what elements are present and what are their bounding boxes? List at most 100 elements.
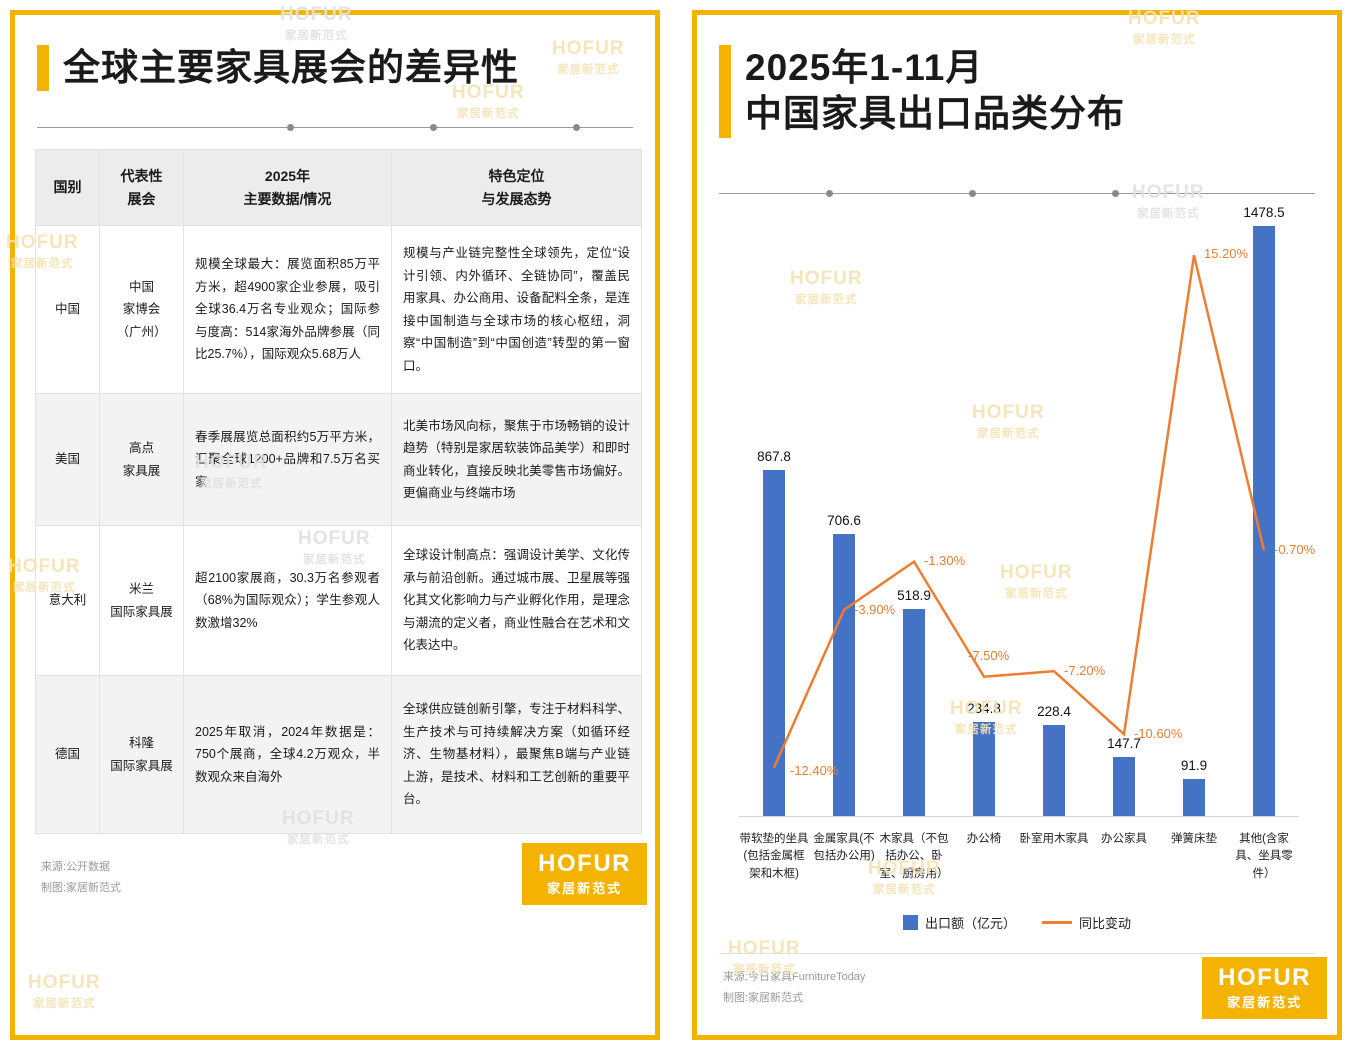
pct-change-label: -7.20% (1064, 662, 1106, 678)
pct-change-label: -1.30% (924, 553, 966, 569)
divider-dot (287, 124, 295, 131)
cell-data: 规模全球最大：展览面积85万平方米，超4900家企业参展，吸引全球36.4万名专… (183, 225, 392, 394)
cell-expo: 科隆 国际家具展 (99, 675, 184, 834)
legend-item-bar: 出口额（亿元） (902, 913, 1016, 932)
bar-value-label: 867.8 (757, 448, 791, 464)
bar-1 (833, 534, 855, 816)
left-title-text: 全球主要家具展会的差异性 (63, 47, 519, 88)
pct-change-label: -0.70% (1274, 542, 1316, 558)
page-title-left: 全球主要家具展会的差异性 (63, 45, 519, 91)
cell-country: 中国 (35, 225, 100, 394)
source-block: 来源:公开数据 制图:家居新范式 (41, 857, 121, 899)
logo-brand-text: HOFUR (1218, 964, 1311, 991)
table-header-row: 国别 代表性 展会 2025年 主要数据/情况 特色定位 与发展态势 (35, 149, 642, 226)
header-data: 2025年 主要数据/情况 (183, 149, 392, 226)
cell-expo: 米兰 国际家具展 (99, 525, 184, 676)
bar-4 (1043, 724, 1065, 816)
divider-dot (826, 190, 834, 197)
table-row: 中国 中国 家博会 （广州） 规模全球最大：展览面积85万平方米，超4900家企… (35, 225, 642, 394)
cell-country: 意大利 (35, 525, 100, 676)
cell-data: 超2100家展商，30.3万名参观者（68%为国际观众）；学生参观人数激增32% (183, 525, 392, 676)
header-country: 国别 (35, 149, 100, 226)
footer-separator (719, 953, 1315, 954)
chart-title-line2: 中国家具出口品类分布 (745, 93, 1125, 135)
cell-position: 全球供应链创新引擎，专注于材料科学、生产技术与可持续解决方案（如循环经济、生物基… (391, 675, 642, 834)
chart-x-axis: 带软垫的坐具(包括金属框架和木框) 金属家具(不包括办公用) 木家具（不包括办公、卧… (739, 823, 1299, 909)
source-block: 来源:今日家具FurnitureToday 制图:家居新范式 (723, 967, 865, 1009)
pct-change-label: -10.60% (1134, 726, 1183, 742)
source-text: 来源:今日家具FurnitureToday (723, 971, 866, 983)
header-position: 特色定位 与发展态势 (391, 149, 642, 226)
cell-data: 春季展展览总面积约5万平方米，汇聚全球1200+品牌和7.5万名买家 (183, 393, 392, 526)
divider-dot (430, 124, 438, 131)
logo-sub-text: 家居新范式 (547, 880, 623, 896)
divider-dot (969, 190, 977, 197)
cell-expo: 中国 家博会 （广州） (99, 225, 184, 394)
table-row: 意大利 米兰 国际家具展 超2100家展商，30.3万名参观者（68%为国际观众… (35, 525, 642, 676)
bar-value-label: 234.8 (967, 701, 1001, 717)
chart-plot-area: 867.8 -12.40% 706.6 -3.90% 518.9 -1.30% 234.8 -… (739, 205, 1315, 817)
source-text: 来源:公开数据 (41, 861, 111, 873)
bar-swatch-icon (902, 915, 918, 930)
x-axis-label: 金属家具(不包括办公用) (813, 833, 875, 863)
table-row: 美国 高点 家具展 春季展展览总面积约5万平方米，汇聚全球1200+品牌和7.5… (35, 393, 642, 526)
table-row: 德国 科隆 国际家具展 2025年取消，2024年数据是：750个展商，全球4.… (35, 675, 642, 834)
bar-value-label: 1478.5 (1243, 205, 1285, 220)
bar-7 (1253, 226, 1275, 816)
hofur-logo: HOFUR 家居新范式 (522, 843, 647, 905)
cell-expo: 高点 家具展 (99, 393, 184, 526)
cell-position: 规模与产业链完整性全球领先，定位“设计引领、内外循环、全链协同”，覆盖民用家具、… (391, 225, 642, 394)
trend-line (772, 254, 1266, 769)
x-axis-label: 弹簧床垫 (1171, 833, 1217, 845)
chart-title-line1: 2025年1-11月 (745, 47, 984, 88)
left-title-block: 全球主要家具展会的差异性 (37, 45, 519, 92)
title-accent-bar (719, 45, 731, 138)
pct-change-label: -3.90% (854, 601, 896, 617)
bar-value-label: 147.7 (1107, 736, 1141, 752)
header-expo: 代表性 展会 (99, 149, 184, 226)
title-divider (719, 190, 1315, 197)
credit-text: 制图:家居新范式 (41, 881, 122, 894)
legend-item-line: 同比变动 (1042, 913, 1131, 932)
cell-position: 全球设计制高点：强调设计美学、文化传承与前沿创新。通过城市展、卫星展等强化其文化… (391, 525, 642, 676)
x-axis-label: 卧室用木家具 (1019, 833, 1089, 845)
x-axis-label: 办公家具 (1101, 833, 1147, 845)
pct-change-label: 15.20% (1204, 246, 1249, 262)
x-axis-label: 其他(含家具、坐具零件） (1235, 833, 1293, 880)
export-chart-panel: 2025年1-11月 中国家具出口品类分布 867.8 -12.40% 706.6 -… (692, 10, 1342, 1040)
chart-legend: 出口额（亿元） 同比变动 (697, 913, 1337, 932)
bar-value-label: 91.9 (1180, 758, 1208, 774)
chart-title: 2025年1-11月 中国家具出口品类分布 (745, 45, 1125, 138)
legend-line-label: 同比变动 (1079, 916, 1132, 931)
pct-change-label: -7.50% (968, 647, 1010, 663)
cell-country: 德国 (35, 675, 100, 834)
legend-bar-label: 出口额（亿元） (924, 916, 1016, 931)
logo-brand-text: HOFUR (538, 850, 631, 877)
cell-country: 美国 (35, 393, 100, 526)
furniture-expo-table: 国别 代表性 展会 2025年 主要数据/情况 特色定位 与发展态势 中国 中国… (35, 149, 642, 834)
bar-2 (903, 608, 925, 816)
logo-sub-text: 家居新范式 (1227, 994, 1303, 1010)
bar-value-label: 518.9 (897, 587, 931, 603)
x-axis-label: 木家具（不包括办公、卧室、厨房用） (879, 833, 949, 880)
title-divider (37, 124, 633, 131)
pct-change-label: -12.40% (790, 762, 839, 778)
bar-3 (973, 722, 995, 816)
divider-dot (573, 124, 581, 131)
bar-0 (763, 469, 785, 816)
title-accent-bar (37, 45, 49, 92)
cell-data: 2025年取消，2024年数据是：750个展商，全球4.2万观众，半数观众来自海… (183, 675, 392, 834)
divider-dot (1112, 190, 1120, 197)
line-swatch-icon (1042, 921, 1072, 924)
bar-value-label: 228.4 (1037, 703, 1071, 719)
cell-position: 北美市场风向标，聚焦于市场畅销的设计趋势（特别是家居软装饰品美学）和即时商业转化… (391, 393, 642, 526)
bar-5 (1113, 757, 1135, 816)
expo-comparison-panel: 全球主要家具展会的差异性 国别 代表性 展会 2025年 主要数据/情况 特色定… (10, 10, 660, 1040)
x-axis-label: 办公椅 (966, 833, 1002, 845)
x-axis-label: 带软垫的坐具(包括金属框架和木框) (739, 833, 809, 880)
bar-value-label: 706.6 (827, 513, 861, 529)
right-title-block: 2025年1-11月 中国家具出口品类分布 (719, 45, 1125, 138)
bar-6 (1183, 779, 1205, 816)
hofur-logo: HOFUR 家居新范式 (1202, 957, 1327, 1019)
credit-text: 制图:家居新范式 (723, 991, 804, 1004)
